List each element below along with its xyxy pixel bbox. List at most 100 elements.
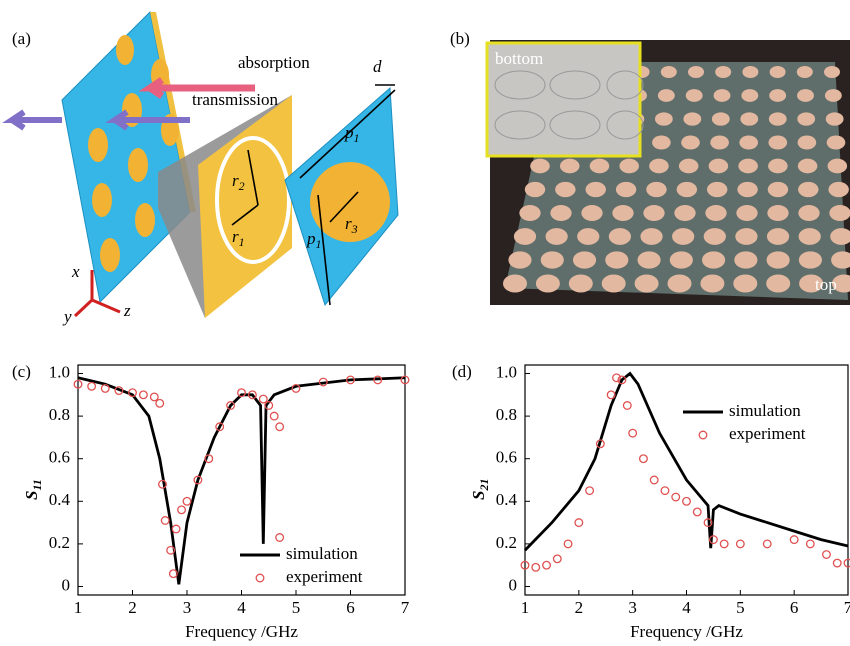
copper-patch xyxy=(649,159,669,174)
x-tick-label: 1 xyxy=(74,598,83,617)
copper-patch xyxy=(530,159,550,174)
copper-patch xyxy=(661,66,677,78)
data-point xyxy=(844,559,850,567)
data-point xyxy=(737,540,745,548)
x-tick-label: 4 xyxy=(237,598,246,617)
data-point xyxy=(172,525,180,533)
data-point xyxy=(575,519,583,527)
legend-label: experiment xyxy=(729,424,806,443)
copper-patch xyxy=(769,89,786,102)
data-point xyxy=(151,393,159,401)
y-tick-label: 0.6 xyxy=(49,448,70,467)
x-tick-label: 7 xyxy=(844,598,850,617)
data-point xyxy=(763,540,771,548)
legend-swatch xyxy=(699,431,707,439)
diagram-label: d xyxy=(373,57,382,76)
label-main: S xyxy=(469,491,488,500)
label-sub: 3 xyxy=(351,222,358,236)
copper-patch xyxy=(770,66,786,78)
data-point xyxy=(586,487,594,495)
data-point xyxy=(161,517,169,525)
data-point xyxy=(833,559,841,567)
copper-patch xyxy=(710,136,729,150)
copper-patch xyxy=(609,228,631,245)
copper-patch xyxy=(577,228,599,245)
copper-patch xyxy=(508,251,531,268)
diagram-label: y xyxy=(62,307,72,326)
copper-patch xyxy=(828,159,848,174)
inset-label: bottom xyxy=(495,49,543,68)
copper-patch xyxy=(714,89,731,102)
arrow-out xyxy=(12,112,62,128)
copper-patch xyxy=(688,66,704,78)
diagram-label: z xyxy=(123,301,131,320)
x-tick-label: 6 xyxy=(346,598,355,617)
label-main: p xyxy=(306,229,316,248)
copper-patch xyxy=(555,182,575,197)
copper-patch xyxy=(798,159,818,174)
label-main: S xyxy=(22,491,41,500)
copper-patch xyxy=(635,275,659,293)
copper-patch xyxy=(679,159,699,174)
copper-patch xyxy=(797,112,815,125)
x-tick-label: 5 xyxy=(736,598,745,617)
x-tick-label: 3 xyxy=(628,598,637,617)
x-tick-label: 7 xyxy=(401,598,410,617)
copper-patch xyxy=(740,112,758,125)
copper-patch xyxy=(586,182,606,197)
y-tick-label: 0.4 xyxy=(496,490,518,509)
copper-patch xyxy=(798,136,817,150)
y-tick-label: 0 xyxy=(62,575,71,594)
copper-patch xyxy=(672,228,694,245)
label-main: d xyxy=(373,57,382,76)
copper-patch xyxy=(541,251,564,268)
copper-patch xyxy=(519,205,540,221)
legend-label: experiment xyxy=(286,567,363,586)
x-tick-label: 2 xyxy=(128,598,137,617)
copper-patch xyxy=(560,159,580,174)
y-tick-label: 0.2 xyxy=(49,533,70,552)
y-tick-label: 0 xyxy=(509,575,518,594)
page: (a) (b) bottomtopabsorptiontransmissiond… xyxy=(0,0,850,646)
copper-patch xyxy=(573,251,596,268)
label-sub: 1 xyxy=(239,235,245,249)
x-tick-label: 5 xyxy=(292,598,301,617)
copper-patch xyxy=(602,275,626,293)
copper-patch xyxy=(738,159,758,174)
data-point xyxy=(623,402,631,410)
copper-patch xyxy=(704,228,726,245)
data-point xyxy=(629,429,637,437)
data-point xyxy=(661,487,669,495)
copper-patch xyxy=(709,159,729,174)
corner-label: top xyxy=(815,275,837,294)
data-point xyxy=(276,423,284,431)
copper-patch xyxy=(797,66,813,78)
y-axis-label: S11 xyxy=(22,479,44,500)
label-main: y xyxy=(62,307,72,326)
copper-patch xyxy=(550,205,571,221)
copper-patch xyxy=(700,275,724,293)
label-sub: 21 xyxy=(477,479,491,492)
copper-patch xyxy=(503,275,527,293)
copper-patch xyxy=(741,89,758,102)
x-tick-label: 3 xyxy=(183,598,192,617)
copper-patch xyxy=(619,159,639,174)
copper-patch xyxy=(683,112,701,125)
copper-patch xyxy=(735,228,757,245)
diagram xyxy=(12,12,398,318)
copper-patch xyxy=(768,136,787,150)
data-point xyxy=(88,382,96,390)
diagram-label: x xyxy=(71,262,80,281)
data-point xyxy=(276,534,284,542)
diagram-label: absorption xyxy=(238,53,310,72)
figure: (a) (b) bottomtopabsorptiontransmissiond… xyxy=(0,0,850,646)
data-point xyxy=(720,540,728,548)
copper-patch xyxy=(827,136,846,150)
x-axis-label: Frequency /GHz xyxy=(630,622,743,641)
data-point xyxy=(807,540,815,548)
data-point xyxy=(607,391,615,399)
copper-patch xyxy=(640,228,662,245)
data-point xyxy=(554,555,562,563)
copper-patch xyxy=(638,251,661,268)
copper-patch xyxy=(581,205,602,221)
